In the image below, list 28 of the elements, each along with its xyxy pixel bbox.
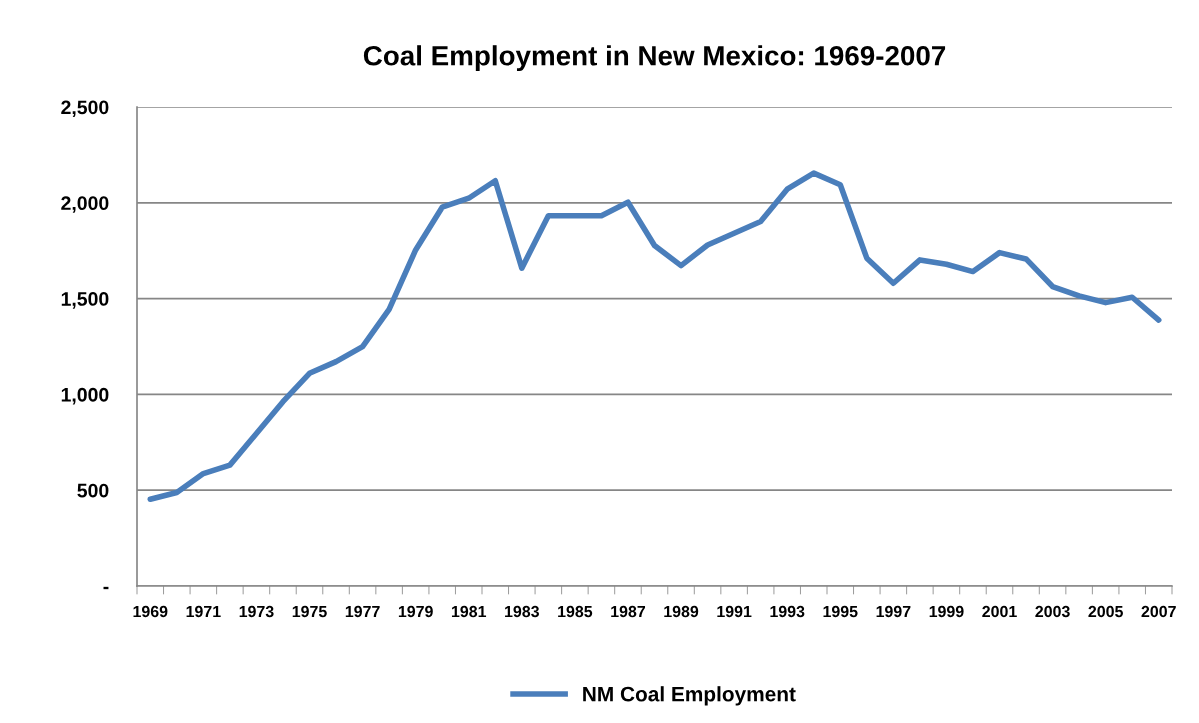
x-tick-label: 1995 [823, 605, 858, 618]
x-tick-label: 1999 [929, 605, 964, 618]
x-tick-label: 1969 [133, 605, 168, 618]
x-tick-label: 1991 [717, 605, 752, 618]
x-tick-label: 2005 [1088, 605, 1123, 618]
x-tick-label: 1977 [345, 605, 380, 618]
x-tick-label: 1975 [292, 605, 327, 618]
x-tick-label: 1985 [558, 605, 593, 618]
x-tick-label: 1989 [664, 605, 699, 618]
y-tick-label: 500 [77, 483, 109, 498]
x-tick-label: 1997 [876, 605, 911, 618]
y-tick-label: 1,000 [61, 387, 109, 405]
y-tick-label: 1,500 [61, 292, 109, 309]
x-tick-label: 1971 [186, 605, 221, 618]
y-tick-label: 2,500 [61, 100, 109, 118]
x-tick-label: 2003 [1035, 605, 1070, 618]
x-tick-label: 1993 [770, 605, 805, 618]
x-tick-label: 1983 [505, 605, 539, 618]
x-tick-label: 2001 [982, 605, 1017, 618]
x-tick-label: 1979 [398, 605, 433, 618]
x-tick-label: 2007 [1141, 605, 1176, 618]
chart-title: Coal Employment in New Mexico: 1969-2007 [363, 45, 946, 72]
x-tick-label: 1981 [451, 605, 487, 618]
x-tick-label: 1987 [611, 605, 646, 618]
legend-label: NM Coal Employment [583, 686, 796, 706]
x-tick-label: 1973 [239, 605, 274, 618]
y-tick-label: - [103, 586, 109, 590]
y-tick-label: 2,000 [61, 196, 109, 213]
